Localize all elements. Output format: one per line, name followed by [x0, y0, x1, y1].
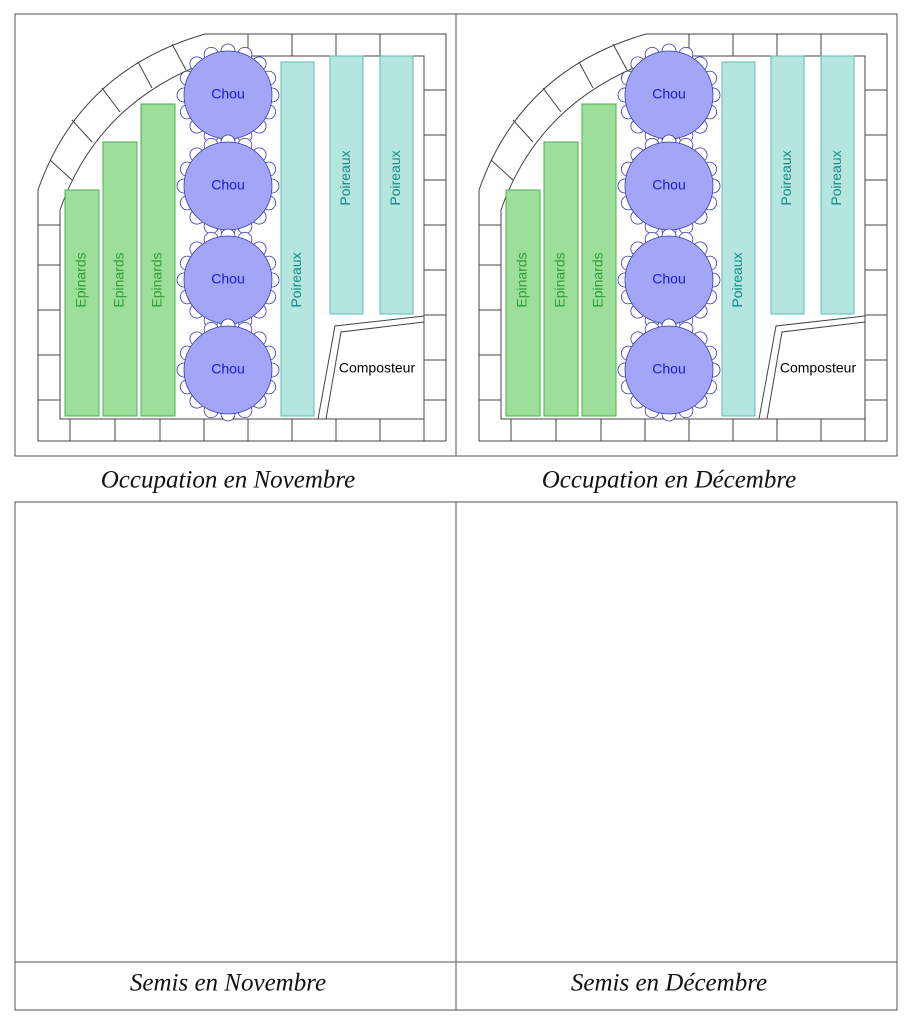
leek-label: Poireaux [337, 150, 353, 205]
cabbage [624, 325, 714, 415]
cabbage-label: Chou [652, 86, 685, 102]
cabbage-label: Chou [652, 361, 685, 377]
wall-stone [512, 119, 534, 143]
wall-stone [542, 87, 562, 113]
composter-area [317, 315, 425, 420]
wall-stone [71, 119, 93, 143]
cabbage-label: Chou [652, 177, 685, 193]
panel-caption: Occupation en Novembre [101, 467, 356, 494]
spinach-label: Epinards [590, 252, 606, 307]
cabbage-label: Chou [652, 271, 685, 287]
leek-label: Poireaux [828, 150, 844, 205]
wall-stone [612, 43, 628, 71]
panel-caption: Occupation en Décembre [542, 467, 797, 494]
leek-bed [820, 55, 855, 315]
leek-label: Poireaux [778, 150, 794, 205]
cabbage [183, 325, 273, 415]
wall-stone [171, 43, 187, 71]
spinach-bed [505, 189, 541, 417]
spinach-bed [543, 141, 579, 417]
spinach-label: Epinards [514, 252, 530, 307]
leek-label: Poireaux [387, 150, 403, 205]
composter-label: Composteur [339, 360, 416, 376]
cabbage-label: Chou [211, 361, 244, 377]
wall-stone [137, 61, 153, 89]
spinach-bed [581, 103, 617, 417]
sowing-caption: Semis en Novembre [130, 970, 326, 997]
cabbage-label: Chou [211, 271, 244, 287]
garden-plan: Composteur Epinards Epinards Epinards Chou Ch… [37, 33, 447, 442]
spinach-bed [140, 103, 176, 417]
leek-bed [280, 61, 315, 417]
spinach-bed [64, 189, 100, 417]
wall-stone [49, 159, 73, 181]
spinach-bed [102, 141, 138, 417]
cabbage-label: Chou [211, 86, 244, 102]
leek-label: Poireaux [288, 252, 304, 307]
composter-area [758, 315, 866, 420]
leek-bed [721, 61, 756, 417]
spinach-label: Epinards [73, 252, 89, 307]
leek-label: Poireaux [729, 252, 745, 307]
wall-stone [101, 87, 121, 113]
sowing-caption: Semis en Décembre [571, 970, 767, 997]
cabbage-label: Chou [211, 177, 244, 193]
leek-bed [770, 55, 805, 315]
wall-outer [478, 33, 888, 442]
composter-label: Composteur [780, 360, 857, 376]
wall-outer [37, 33, 447, 442]
leek-bed [379, 55, 414, 315]
wall-stone [490, 159, 514, 181]
wall-stone [578, 61, 594, 89]
spinach-label: Epinards [149, 252, 165, 307]
spinach-label: Epinards [111, 252, 127, 307]
spinach-label: Epinards [552, 252, 568, 307]
leek-bed [329, 55, 364, 315]
garden-plan: Composteur Epinards Epinards Epinards Chou Ch… [478, 33, 888, 442]
